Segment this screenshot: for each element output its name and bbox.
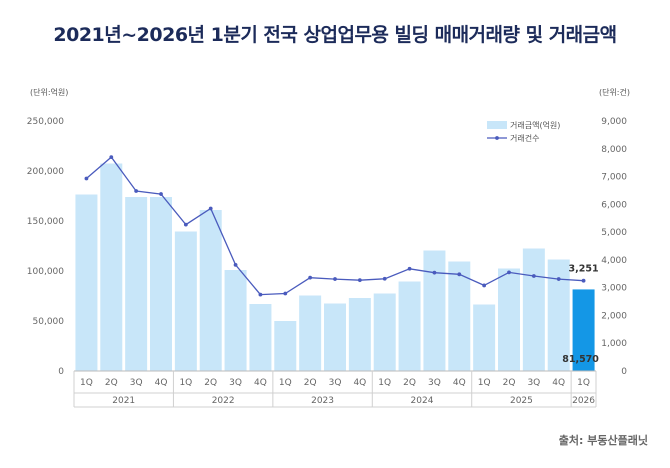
count-point	[233, 262, 238, 267]
bar	[522, 248, 545, 371]
count-point	[333, 277, 337, 281]
quarter-label: 3Q	[428, 378, 441, 388]
bar	[398, 281, 421, 371]
bar	[125, 197, 148, 371]
bar	[299, 295, 322, 371]
bar	[547, 259, 570, 371]
bar	[423, 250, 446, 371]
year-label: 2021	[112, 396, 135, 406]
count-point	[159, 192, 163, 196]
bar	[498, 268, 520, 371]
bar	[174, 231, 197, 371]
bar	[373, 293, 396, 371]
count-point	[556, 277, 561, 281]
count-point	[134, 189, 139, 193]
quarter-label: 1Q	[378, 378, 391, 388]
count-point	[507, 270, 511, 275]
quarter-label: 4Q	[254, 378, 267, 388]
quarter-label: 3Q	[329, 378, 342, 388]
quarter-label: 3Q	[527, 378, 540, 388]
quarter-label: 4Q	[552, 378, 565, 388]
right-axis-tick: 1,000	[601, 339, 627, 349]
left-axis-tick: 100,000	[27, 267, 64, 277]
bar	[75, 194, 98, 371]
right-axis-tick: 5,000	[601, 228, 627, 238]
count-point	[283, 291, 288, 296]
right-axis-unit: (단위:건)	[599, 87, 630, 97]
quarter-label: 1Q	[279, 378, 292, 388]
quarter-label: 2Q	[304, 378, 317, 388]
quarter-label: 1Q	[577, 378, 590, 388]
count-point	[457, 272, 462, 277]
left-axis-tick: 200,000	[27, 167, 64, 177]
last-count-label: 3,251	[569, 264, 599, 275]
year-label: 2026	[572, 396, 595, 406]
quarter-label: 2Q	[503, 378, 516, 388]
right-axis-tick: 8,000	[601, 145, 627, 155]
bar	[224, 270, 247, 371]
right-axis-tick: 9,000	[601, 117, 627, 127]
count-point	[432, 270, 437, 275]
year-label: 2025	[510, 396, 533, 406]
bar	[100, 163, 123, 371]
count-point	[407, 266, 412, 271]
bar	[448, 261, 471, 371]
quarter-label: 1Q	[80, 378, 93, 388]
bar	[274, 321, 297, 371]
count-point	[208, 206, 213, 211]
quarter-label: 2Q	[204, 378, 217, 388]
quarter-label: 1Q	[179, 378, 192, 388]
bar	[348, 298, 371, 371]
left-axis-tick: 0	[58, 367, 64, 377]
bar	[473, 304, 496, 371]
count-point	[581, 278, 586, 283]
right-axis-tick: 2,000	[601, 311, 627, 321]
year-label: 2024	[411, 396, 434, 406]
count-point	[258, 292, 263, 297]
count-point	[531, 274, 536, 278]
quarter-label: 1Q	[478, 378, 491, 388]
bar	[249, 304, 272, 371]
quarter-label: 3Q	[229, 378, 242, 388]
quarter-label: 4Q	[453, 378, 466, 388]
count-point	[382, 276, 387, 281]
year-label: 2023	[311, 396, 334, 406]
count-point	[109, 155, 114, 160]
left-axis-tick: 250,000	[27, 117, 64, 127]
left-axis-tick: 50,000	[33, 317, 65, 327]
left-axis-unit: (단위:억원)	[30, 87, 68, 97]
count-point	[482, 283, 487, 288]
bar-highlight	[572, 289, 595, 371]
source-note: 출처: 부동산플래닛	[558, 434, 648, 447]
count-point	[357, 278, 362, 283]
left-axis-tick: 150,000	[27, 217, 64, 227]
quarter-label: 3Q	[130, 378, 143, 388]
count-point	[183, 222, 188, 227]
count-point	[84, 176, 89, 181]
right-axis-tick: 0	[621, 367, 627, 377]
right-axis-tick: 7,000	[601, 173, 627, 183]
quarter-label: 2Q	[105, 378, 118, 388]
count-point	[308, 275, 313, 280]
quarter-label: 4Q	[155, 378, 168, 388]
legend-line-marker	[495, 136, 499, 140]
chart-title: 2021년~2026년 1분기 전국 상업업무용 빌딩 매매거래량 및 거래금액	[53, 24, 617, 46]
right-axis-tick: 4,000	[601, 256, 627, 266]
legend-bar-swatch	[487, 121, 507, 129]
bar	[324, 303, 346, 371]
quarter-label: 2Q	[403, 378, 416, 388]
year-label: 2022	[212, 396, 235, 406]
last-value-label: 81,570	[562, 354, 599, 365]
legend-line-label: 거래건수	[510, 133, 539, 143]
bar	[150, 197, 172, 371]
legend-bar-label: 거래금액(억원)	[510, 120, 560, 130]
quarter-label: 4Q	[353, 378, 366, 388]
right-axis-tick: 6,000	[601, 200, 627, 210]
bar	[199, 210, 222, 371]
right-axis-tick: 3,000	[601, 284, 627, 294]
